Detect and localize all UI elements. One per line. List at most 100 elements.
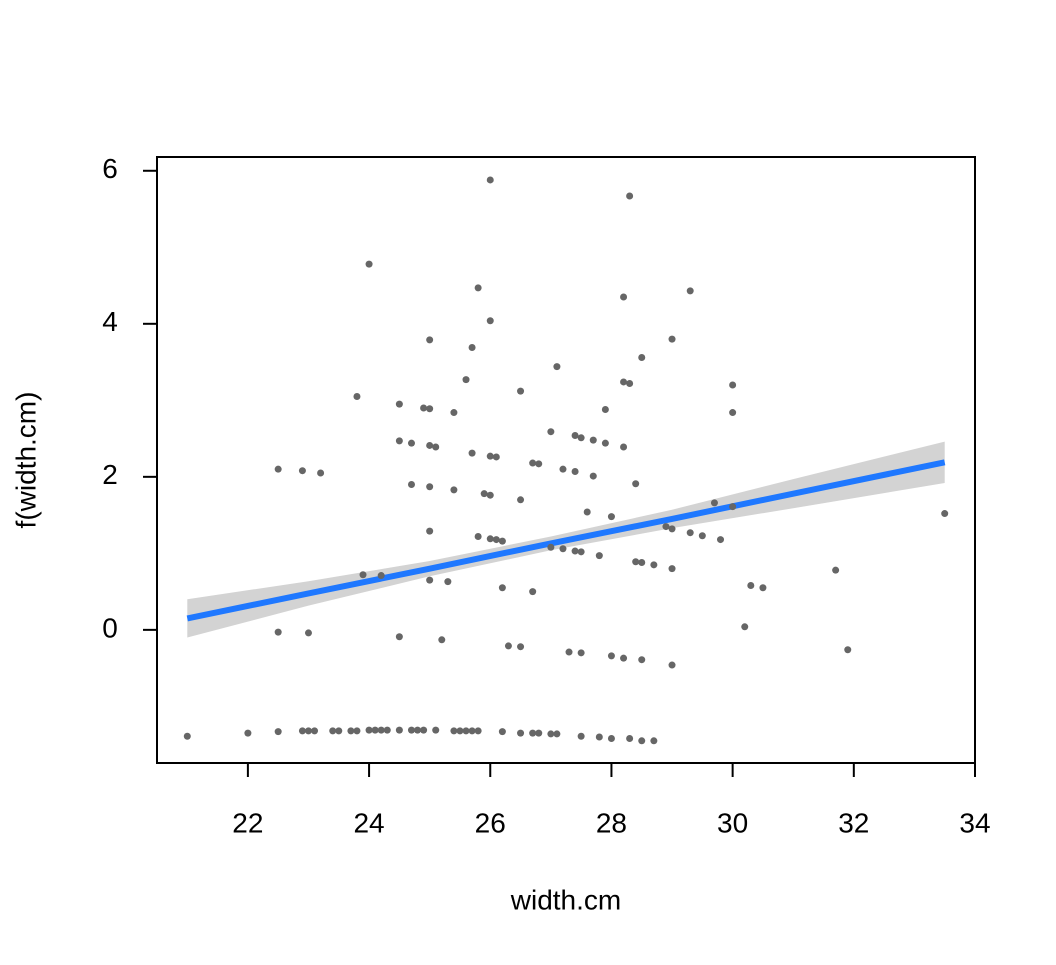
point [759, 584, 767, 592]
point [698, 532, 706, 540]
point [668, 525, 676, 533]
point [474, 284, 482, 292]
point [498, 537, 506, 545]
point [844, 646, 852, 654]
point [329, 727, 337, 735]
point [741, 623, 749, 631]
point [426, 576, 434, 584]
point [311, 727, 319, 735]
point [595, 733, 603, 741]
point [638, 737, 646, 745]
point [304, 629, 312, 637]
point [395, 633, 403, 641]
point [450, 727, 458, 735]
point [462, 727, 470, 735]
point [426, 527, 434, 535]
point [565, 648, 573, 656]
point [468, 344, 476, 352]
point [474, 727, 482, 735]
point [244, 729, 252, 737]
point [607, 652, 615, 660]
point [729, 503, 737, 511]
y-tick-label: 2 [102, 459, 118, 490]
point [317, 469, 325, 477]
point [304, 727, 312, 735]
point [638, 353, 646, 361]
point [620, 654, 628, 662]
point [492, 536, 500, 544]
point [480, 490, 488, 498]
point [353, 392, 361, 400]
x-axis-label: width.cm [510, 884, 621, 915]
point [662, 523, 670, 531]
point [426, 441, 434, 449]
point [620, 378, 628, 386]
point [589, 472, 597, 480]
point [577, 434, 585, 442]
point [377, 572, 385, 580]
point [407, 439, 415, 447]
point [832, 566, 840, 574]
point [335, 727, 343, 735]
point [620, 443, 628, 451]
x-tick-label: 22 [232, 807, 263, 838]
point [571, 547, 579, 555]
point [274, 628, 282, 636]
point [686, 287, 694, 295]
point [274, 728, 282, 736]
point [468, 727, 476, 735]
point [498, 584, 506, 592]
plot-frame [156, 156, 976, 764]
fit-line [186, 459, 946, 622]
point [450, 409, 458, 417]
point [577, 732, 585, 740]
point [395, 400, 403, 408]
y-tick-label: 6 [102, 153, 118, 184]
point [668, 661, 676, 669]
point [553, 363, 561, 371]
point [517, 387, 525, 395]
point [486, 535, 494, 543]
point [353, 727, 361, 735]
point [517, 729, 525, 737]
point [383, 726, 391, 734]
point [601, 406, 609, 413]
point [601, 439, 609, 447]
point [486, 317, 494, 325]
point [632, 480, 640, 488]
x-tick-label: 24 [353, 807, 384, 838]
point [650, 737, 658, 745]
x-tick-label: 34 [959, 807, 990, 838]
point [438, 636, 446, 644]
x-tick-label: 30 [717, 807, 748, 838]
point [395, 726, 403, 734]
point [668, 335, 676, 343]
point [426, 336, 434, 344]
point [529, 588, 537, 596]
point [553, 730, 561, 738]
point [474, 533, 482, 541]
point [626, 192, 634, 200]
point [426, 483, 434, 491]
point [414, 726, 422, 734]
point [529, 459, 537, 467]
point [371, 726, 379, 734]
point [583, 508, 591, 516]
point [298, 727, 306, 735]
point [347, 727, 355, 735]
point [717, 536, 725, 544]
point [535, 729, 543, 737]
point [432, 443, 440, 451]
point [444, 578, 452, 586]
point [747, 581, 755, 589]
point [456, 727, 464, 735]
point [638, 656, 646, 664]
point [492, 453, 500, 461]
point [529, 729, 537, 737]
point [577, 649, 585, 657]
y-tick-label: 4 [102, 306, 118, 337]
point [420, 404, 428, 412]
x-tick-label: 32 [838, 807, 869, 838]
point [359, 571, 367, 579]
